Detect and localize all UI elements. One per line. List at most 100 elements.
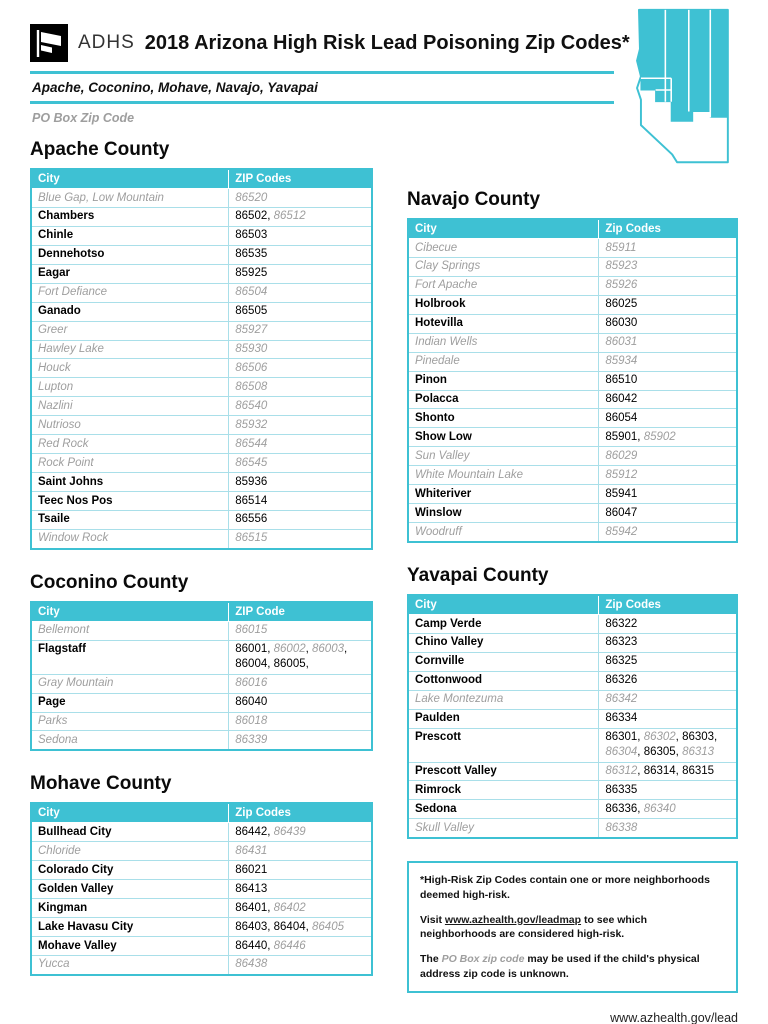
table-row: Red Rock 86544 [30, 434, 373, 455]
city-cell: Bellemont [30, 620, 230, 641]
city-cell: Chloride [30, 841, 230, 862]
city-cell: Cornville [407, 651, 600, 672]
city-cell: Mohave Valley [30, 936, 230, 956]
city-cell: Whiteriver [407, 484, 600, 505]
zip-code: 86303 [682, 731, 715, 744]
city-cell: Bullhead City [30, 822, 230, 843]
city-cell: Skull Valley [407, 818, 600, 839]
table-header-row: City ZIP Codes [30, 168, 373, 189]
zip-cell: 86301, 86302, 86303, 86304, 86305, 86313 [598, 727, 738, 763]
zip-cell: 86016 [228, 673, 373, 694]
note-text: may be used if the child's physical addr… [420, 953, 700, 980]
city-cell: Winslow [407, 503, 600, 524]
adhs-logo-icon [30, 24, 68, 62]
zip-code: 86005, [273, 658, 309, 671]
table-row: Lake Montezuma 86342 [407, 689, 738, 710]
column-header-zip: Zip Codes [598, 218, 738, 239]
table-row: Ganado 86505 [30, 301, 373, 322]
table-row: Greer 85927 [30, 320, 373, 341]
county-section-mohave: Mohave County City Zip Codes Bullhead Ci… [30, 773, 373, 976]
zip-cell: 85901, 85902 [598, 427, 738, 448]
county-heading: Apache County [30, 139, 170, 160]
county-division-lines [640, 9, 712, 118]
note-paragraph: *High-Risk Zip Codes contain one or more… [420, 873, 725, 902]
zip-code: 85927 [235, 324, 268, 337]
county-heading: Yavapai County [407, 565, 549, 586]
city-cell: Cottonwood [407, 670, 600, 691]
city-cell: Sedona [30, 730, 230, 751]
table-row: Gray Mountain 86016 [30, 673, 373, 694]
city-cell: Houck [30, 358, 230, 379]
zip-code: 86404 [273, 920, 306, 933]
content-columns: Apache County City ZIP Codes Blue Gap, L… [30, 139, 738, 1024]
table-row: Colorado City 86021 [30, 860, 373, 881]
table-row: Prescott 86301, 86302, 86303, 86304, 8630… [407, 727, 738, 763]
table-row: Golden Valley 86413 [30, 879, 373, 900]
city-cell: Sedona [407, 799, 600, 820]
table-row: Woodruff 85942 [407, 522, 738, 543]
zip-code: 86315 [682, 765, 715, 777]
table-row: Cibecue 85911 [407, 238, 738, 258]
zip-cell: 86506 [228, 358, 373, 379]
table-row: Paulden 86334 [407, 708, 738, 729]
zip-code: 85901 [605, 430, 638, 443]
zip-code: 86506 [235, 361, 268, 374]
zip-code: 86336 [605, 802, 638, 815]
column-header-zip: Zip Codes [598, 594, 738, 615]
zip-code: 86514 [235, 494, 268, 507]
city-cell: Pinon [407, 370, 600, 391]
document-header: ADHS 2018 Arizona High Risk Lead Poisoni… [30, 24, 768, 125]
zip-cell: 86339 [228, 730, 373, 751]
city-cell: Show Low [407, 427, 600, 448]
zip-cell: 86312, 86314, 86315 [598, 761, 738, 782]
zip-code: 86313 [682, 746, 715, 759]
zip-cell: 86540 [228, 396, 373, 417]
zip-code: 86323 [605, 636, 638, 649]
table-row: Houck 86506 [30, 358, 373, 379]
table-row: Hotevilla 86030 [407, 313, 738, 334]
note-text: to see which neighborhoods are considere… [420, 913, 647, 941]
city-cell: Eagar [30, 263, 230, 284]
zip-code: 86334 [605, 712, 638, 725]
table-row: Skull Valley 86338 [407, 818, 738, 839]
city-cell: Chambers [30, 206, 230, 227]
table-header-row: City Zip Codes [407, 594, 738, 615]
zip-code: 86505 [235, 305, 268, 318]
zip-code: 85902 [643, 430, 676, 443]
zip-code: 86508 [235, 380, 268, 393]
zip-cell: 86401, 86402 [228, 898, 373, 919]
zip-table-coconino: City ZIP Code Bellemont 86015 Flagstaff 860… [30, 600, 373, 752]
table-row: Cornville 86325 [407, 651, 738, 672]
zip-code: 85942 [605, 525, 638, 538]
zip-cell: 86342 [598, 689, 738, 710]
table-row: Pinon 86510 [407, 370, 738, 391]
city-cell: Hawley Lake [30, 339, 230, 360]
zip-code: 86446 [273, 939, 306, 952]
column-header-city: City [30, 802, 230, 824]
note-text: PO Box zip code [441, 953, 525, 965]
city-cell: Red Rock [30, 434, 230, 455]
table-row: Fort Apache 85926 [407, 275, 738, 296]
city-cell: Lupton [30, 377, 230, 398]
table-row: Prescott Valley 86312, 86314, 86315 [407, 761, 738, 782]
zip-cell: 86336, 86340 [598, 799, 738, 820]
leadmap-link[interactable]: www.azhealth.gov/leadmap [444, 913, 582, 926]
city-cell: Tsaile [30, 509, 230, 530]
city-cell: Ganado [30, 301, 230, 322]
table-row: Bullhead City 86442, 86439 [30, 822, 373, 843]
city-cell: Shonto [407, 408, 600, 429]
zip-cell: 86338 [598, 818, 738, 839]
zip-cell: 86535 [228, 244, 373, 265]
table-row: Chinle 86503 [30, 225, 373, 246]
adhs-logo-text: ADHS [78, 32, 135, 53]
zip-code: 85926 [605, 279, 638, 292]
table-row: Winslow 86047 [407, 503, 738, 524]
zip-code: 86540 [235, 399, 268, 412]
note-text: The [420, 953, 442, 965]
city-cell: Saint Johns [30, 472, 230, 492]
city-cell: Gray Mountain [30, 673, 230, 694]
table-row: Hawley Lake 85930 [30, 339, 373, 360]
zip-code: 86510 [605, 374, 638, 387]
zip-code: 86515 [235, 532, 268, 545]
table-row: Bellemont 86015 [30, 620, 373, 641]
